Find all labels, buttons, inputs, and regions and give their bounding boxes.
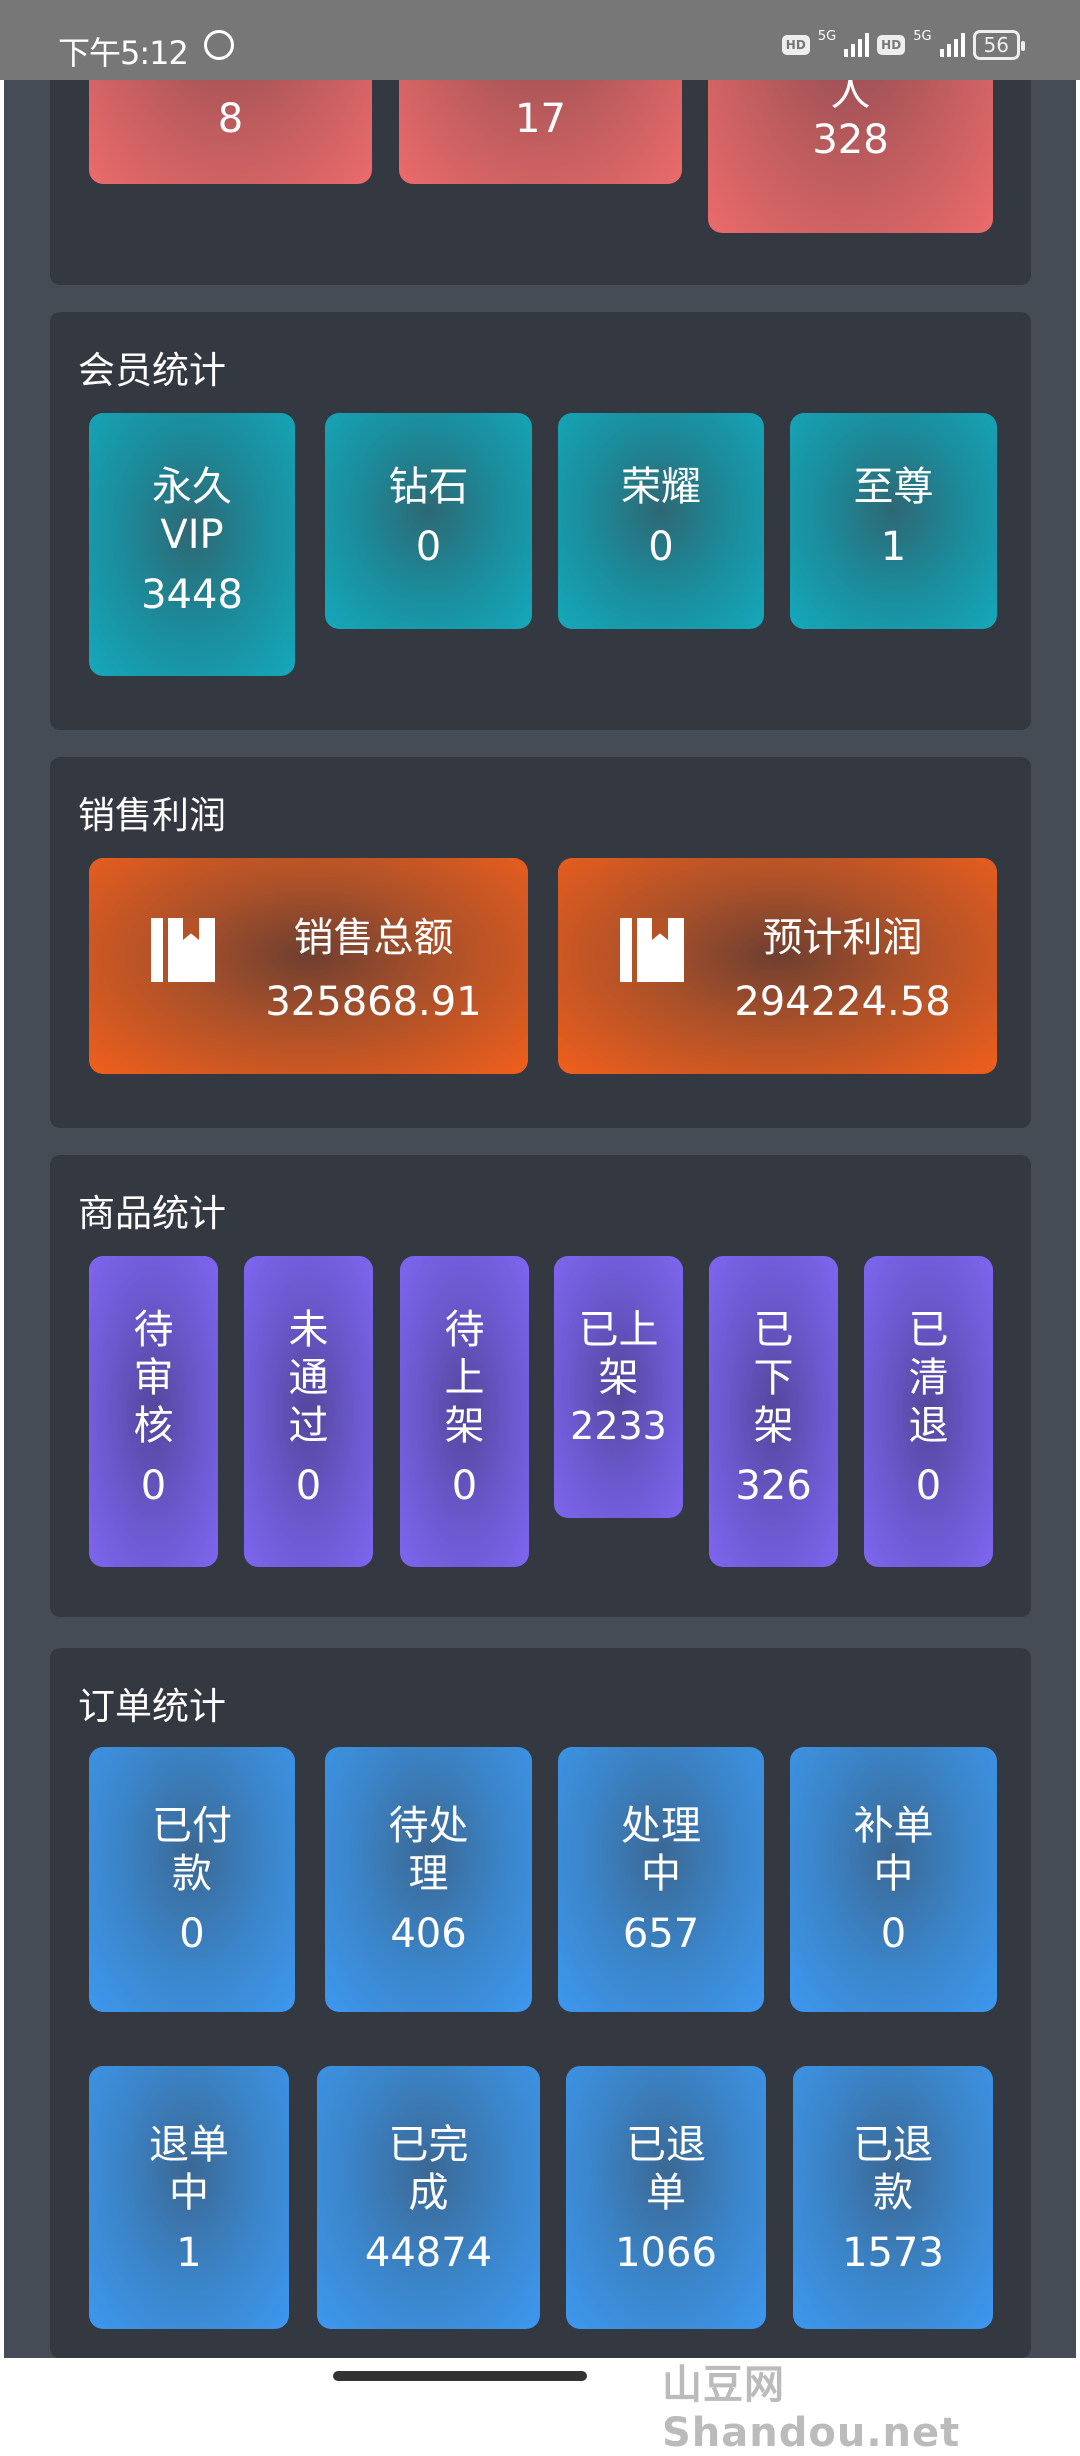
stat-value: 328: [812, 117, 889, 163]
member-card-diamond[interactable]: 钻石 0: [325, 413, 532, 629]
card-label: 未通过: [288, 1307, 329, 1449]
card-value: 294224.58: [734, 979, 951, 1025]
sales-total-card[interactable]: 销售总额 325868.91: [89, 858, 528, 1074]
card-value: 657: [622, 1911, 700, 1957]
card-label: 已上架: [578, 1307, 659, 1401]
panel-title: 商品统计: [78, 1192, 226, 1235]
stat-card[interactable]: 人 328: [708, 80, 993, 233]
hd-icon: HD: [781, 35, 810, 55]
card-value: 1573: [842, 2230, 944, 2276]
card-label: 永久VIP: [152, 464, 232, 558]
order-card-refunded[interactable]: 已退款 1573: [793, 2066, 993, 2329]
card-label: 补单中: [853, 1803, 934, 1897]
order-card-refunding[interactable]: 退单中 1: [89, 2066, 289, 2329]
card-value: 326: [735, 1463, 812, 1509]
card-value: 0: [415, 524, 442, 570]
status-icons: HD 5G HD 5G 56: [781, 29, 1026, 60]
estimated-profit-card[interactable]: 预计利润 294224.58: [558, 858, 997, 1074]
card-value: 0: [880, 1911, 907, 1957]
watermark: 山豆网 Shandou.net: [662, 2362, 961, 2456]
card-label: 已下架: [753, 1307, 794, 1449]
card-label: 钻石: [388, 464, 469, 510]
signal-icon: [844, 33, 870, 57]
sales-profit-panel: 销售利润 销售总额 325868.91 预计利润 294224.58: [50, 757, 1031, 1128]
card-value: 406: [390, 1911, 467, 1957]
card-label: 荣耀: [621, 464, 701, 510]
hd-icon: HD: [877, 35, 906, 55]
panel-title: 销售利润: [78, 794, 226, 837]
card-value: 0: [295, 1463, 322, 1509]
card-label: 已清退: [908, 1307, 949, 1449]
dashboard: 8 17 人 328 会员统计 永久VIP 3448 钻石 0 荣耀 0 至尊 …: [4, 80, 1076, 2358]
card-value: 0: [179, 1911, 205, 1957]
card-label: 已付款: [152, 1803, 232, 1897]
product-card-listed[interactable]: 已上架 2233: [554, 1256, 683, 1518]
top-stats-panel: 8 17 人 328: [50, 80, 1031, 285]
product-card-rejected[interactable]: 未通过 0: [244, 1256, 373, 1567]
network-type: 5G: [817, 29, 837, 44]
panel-title: 会员统计: [78, 349, 226, 392]
card-value: 1066: [615, 2230, 717, 2276]
card-value: 325868.91: [265, 979, 482, 1025]
stat-label: 人: [830, 80, 871, 115]
stat-value: 17: [515, 96, 566, 142]
panel-title: 订单统计: [78, 1685, 226, 1728]
status-time: 下午5:12: [58, 34, 189, 72]
card-value: 1: [176, 2230, 202, 2276]
member-card-permanent-vip[interactable]: 永久VIP 3448: [89, 413, 295, 676]
card-label: 待审核: [133, 1307, 174, 1449]
card-value: 1: [880, 524, 907, 570]
card-value: 2233: [570, 1404, 667, 1448]
card-label: 退单中: [149, 2122, 229, 2216]
status-bar: 下午5:12 HD 5G HD 5G 56: [0, 0, 1080, 80]
member-card-supreme[interactable]: 至尊 1: [790, 413, 997, 629]
battery-icon: 56: [972, 30, 1026, 60]
order-card-completed[interactable]: 已完成 44874: [317, 2066, 540, 2329]
signal-icon: [939, 33, 965, 57]
product-stats-panel: 商品统计 待审核 0 未通过 0 待上架 0 已上架 2233 已下架 326 …: [50, 1155, 1031, 1617]
alarm-icon: [204, 30, 234, 60]
card-value: 0: [140, 1463, 167, 1509]
card-value: 44874: [364, 2230, 493, 2276]
card-label: 待处理: [388, 1803, 469, 1897]
book-icon: [151, 918, 215, 982]
card-label: 待上架: [444, 1307, 485, 1449]
stat-card[interactable]: 17: [399, 80, 682, 184]
member-card-glory[interactable]: 荣耀 0: [558, 413, 764, 629]
order-card-resupplying[interactable]: 补单中 0: [790, 1747, 997, 2012]
order-card-paid[interactable]: 已付款 0: [89, 1747, 295, 2012]
card-label: 已完成: [388, 2122, 469, 2216]
product-card-pending-listing[interactable]: 待上架 0: [400, 1256, 529, 1567]
card-label: 至尊: [853, 464, 934, 510]
stat-value: 8: [217, 96, 244, 142]
home-indicator[interactable]: [333, 2371, 587, 2381]
member-stats-panel: 会员统计 永久VIP 3448 钻石 0 荣耀 0 至尊 1: [50, 312, 1031, 730]
order-card-processing[interactable]: 处理中 657: [558, 1747, 764, 2012]
order-card-pending[interactable]: 待处理 406: [325, 1747, 532, 2012]
card-label: 已退单: [626, 2122, 706, 2216]
product-card-cleared[interactable]: 已清退 0: [864, 1256, 993, 1567]
card-value: 3448: [141, 572, 243, 618]
product-card-delisted[interactable]: 已下架 326: [709, 1256, 838, 1567]
book-icon: [620, 918, 684, 982]
card-value: 0: [648, 524, 674, 570]
card-value: 0: [451, 1463, 478, 1509]
stat-card[interactable]: 8: [89, 80, 372, 184]
product-card-pending-review[interactable]: 待审核 0: [89, 1256, 218, 1567]
card-value: 0: [915, 1463, 942, 1509]
order-stats-panel: 订单统计 已付款 0 待处理 406 处理中 657 补单中 0 退单中 1 已…: [50, 1648, 1031, 2358]
card-label: 销售总额: [293, 915, 454, 961]
network-type: 5G: [913, 29, 932, 44]
card-label: 预计利润: [762, 915, 923, 961]
order-card-returned[interactable]: 已退单 1066: [566, 2066, 766, 2329]
card-label: 处理中: [621, 1803, 701, 1897]
card-label: 已退款: [853, 2122, 933, 2216]
